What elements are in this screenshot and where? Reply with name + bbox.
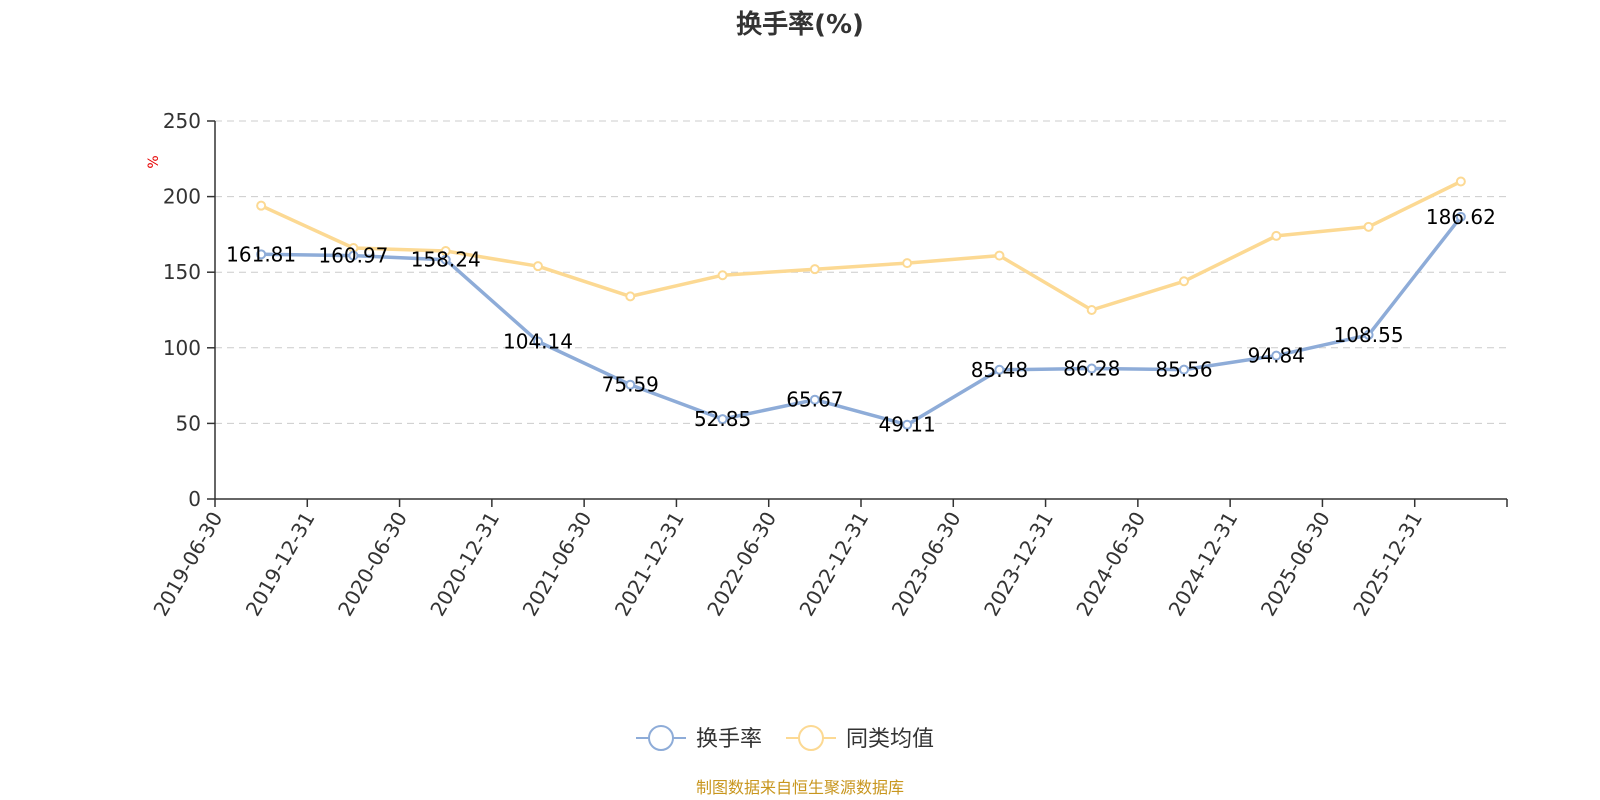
data-label: 85.56 [1155, 358, 1212, 382]
x-tick-label: 2024-12-31 [1164, 508, 1243, 621]
data-source-note: 制图数据来自恒生聚源数据库 [696, 778, 904, 797]
y-tick-label: 100 [163, 336, 201, 360]
x-tick-label: 2025-12-31 [1348, 508, 1427, 621]
y-unit-label: % [146, 155, 162, 168]
series-0-point[interactable] [1455, 211, 1466, 222]
x-tick-label: 2025-06-30 [1256, 508, 1335, 621]
chart-title: 换手率(%) [736, 9, 864, 40]
legend-item-0[interactable]: 换手率 [636, 725, 762, 752]
series-1-point[interactable] [625, 291, 636, 302]
x-tick-label: 2019-06-30 [148, 508, 227, 621]
y-tick-label: 50 [176, 411, 201, 435]
series-layer [256, 176, 1466, 430]
series-line-0 [261, 215, 1463, 427]
x-tick-label: 2020-12-31 [425, 508, 504, 621]
series-1-point[interactable] [1179, 276, 1189, 287]
legend-item-1[interactable]: 同类均值 [786, 725, 934, 752]
data-label: 161.81 [226, 242, 296, 266]
series-0-point[interactable] [902, 419, 913, 430]
series-1-point[interactable] [717, 270, 728, 281]
series-0-point[interactable] [1271, 350, 1282, 361]
series-0-point[interactable] [1179, 364, 1189, 375]
data-label: 65.67 [786, 388, 843, 412]
y-tick-label: 150 [163, 260, 201, 284]
y-tick-label: 200 [163, 185, 201, 209]
series-1-point[interactable] [809, 264, 820, 275]
series-1-point[interactable] [994, 250, 1005, 261]
series-1-point[interactable] [1086, 305, 1097, 315]
legend-label: 同类均值 [846, 727, 934, 752]
data-labels: 161.81 160.97 158.24 104.14 75.59 52.85 65.67 4… [226, 205, 1496, 437]
series-0-point[interactable] [440, 254, 451, 265]
x-axis-ticks: 2019-06-30 2019-12-31 2020-06-30 2020-12-31… [148, 499, 1508, 621]
series-1-point[interactable] [533, 261, 543, 272]
data-label: 49.11 [879, 413, 936, 437]
x-tick-label: 2024-06-30 [1071, 508, 1150, 621]
data-label: 52.85 [694, 407, 751, 431]
y-tick-label: 0 [188, 487, 201, 511]
series-1-point[interactable] [1363, 221, 1374, 232]
data-label: 75.59 [602, 373, 659, 397]
x-tick-label: 2023-12-31 [979, 508, 1058, 621]
gridlines [215, 120, 1507, 424]
data-label: 94.84 [1248, 344, 1305, 368]
x-tick-label: 2021-06-30 [518, 508, 597, 621]
data-label: 104.14 [503, 330, 573, 354]
legend-label: 换手率 [696, 727, 762, 752]
series-0-point[interactable] [625, 379, 636, 390]
x-tick-label: 2023-06-30 [887, 508, 966, 621]
data-label: 186.62 [1426, 205, 1496, 229]
data-label: 158.24 [411, 248, 481, 272]
series-1-point[interactable] [902, 258, 913, 269]
x-tick-label: 2019-12-31 [241, 508, 320, 621]
x-tick-label: 2022-12-31 [794, 508, 873, 621]
legend-marker-icon [798, 725, 824, 751]
legend[interactable]: 换手率 同类均值 [636, 725, 934, 752]
series-0-point[interactable] [717, 414, 728, 425]
series-1-point[interactable] [256, 200, 267, 211]
series-0-point[interactable] [994, 364, 1005, 375]
y-axis-ticks: 0 50 100 150 200 250 [163, 109, 215, 511]
x-tick-label: 2022-06-30 [702, 508, 781, 621]
series-0-point[interactable] [809, 394, 820, 405]
series-1-point[interactable] [1271, 230, 1282, 241]
x-tick-label: 2021-12-31 [610, 508, 689, 621]
data-label: 86.28 [1063, 357, 1120, 381]
series-0-point[interactable] [533, 336, 543, 347]
data-label: 160.97 [318, 244, 388, 268]
series-line-1 [260, 179, 1462, 312]
y-tick-label: 250 [163, 109, 201, 133]
series-0-point[interactable] [1086, 363, 1097, 374]
series-0-point[interactable] [256, 249, 267, 260]
series-1-point[interactable] [1455, 176, 1466, 187]
legend-marker-icon [648, 725, 674, 751]
data-label: 108.55 [1334, 323, 1404, 347]
axes [214, 121, 1507, 500]
series-0-point[interactable] [348, 250, 359, 261]
data-label: 85.48 [971, 358, 1028, 382]
x-tick-label: 2020-06-30 [333, 508, 412, 621]
series-0-point[interactable] [1363, 329, 1374, 340]
